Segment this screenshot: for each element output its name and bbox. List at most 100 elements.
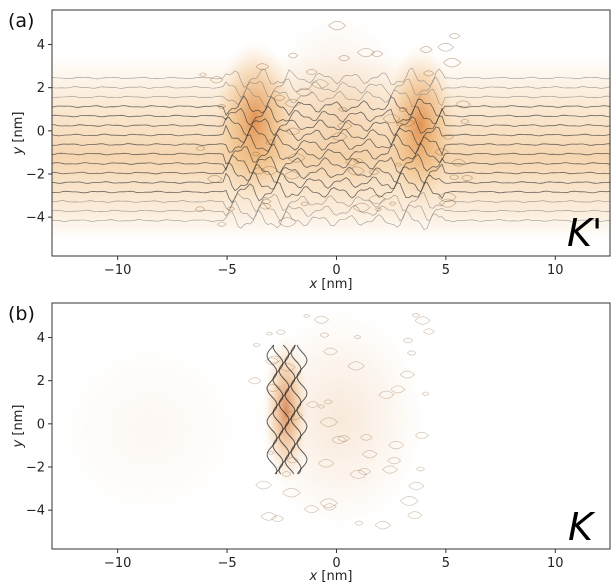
panel-b-swirl — [423, 328, 435, 335]
panel-b-ytick-label: 4 — [37, 331, 45, 346]
panel-b-swirl — [317, 404, 326, 409]
panel-a-valley-label: K' — [567, 211, 602, 255]
panel-a-streamline — [52, 200, 610, 222]
panel-b-xtick-label: 5 — [442, 556, 450, 571]
panel-a-swirl — [451, 158, 466, 167]
panel-a-xtick-label: −10 — [104, 263, 131, 278]
panel-b-streamlines — [248, 313, 435, 530]
panel-a-streamline — [52, 181, 610, 204]
panel-a-swirl — [368, 169, 380, 175]
panel-a-streamline — [52, 192, 610, 213]
panel-a-swirl — [382, 113, 401, 124]
panel-b-swirl — [284, 410, 304, 421]
panel-b-filament — [266, 344, 278, 475]
panel-a-swirl — [251, 151, 261, 157]
panel-b-swirl — [319, 332, 330, 338]
panel-a-swirl — [287, 52, 299, 59]
panel-a-swirl — [449, 174, 460, 180]
panel-a-streamline — [52, 142, 610, 165]
panel-a-swirl — [419, 46, 433, 53]
panel-a-swirl — [217, 104, 227, 109]
panel-a-swirl — [442, 57, 462, 68]
panel-b-swirl — [407, 511, 423, 520]
panel-b-swirl — [347, 361, 365, 371]
panel-a-swirl — [287, 153, 306, 163]
panel-b-swirl — [323, 399, 333, 405]
panel-a-swirl — [434, 148, 449, 156]
panel-b-ytick-label: −4 — [26, 504, 45, 519]
panel-b-swirl — [421, 391, 430, 396]
panel-b-ylabel: y [nm] — [11, 405, 26, 449]
panel-b-xtick-label: −5 — [217, 556, 236, 571]
panel-a-ytick-label: 0 — [37, 124, 45, 139]
panel-b-swirl — [271, 515, 284, 522]
panel-a-swirl — [338, 106, 348, 112]
panel-a-swirl — [273, 94, 286, 102]
panel-b-glow — [255, 310, 425, 530]
panel-b-xtick-label: 0 — [332, 556, 340, 571]
panel-b-swirl — [402, 337, 414, 344]
panel-b-swirl — [265, 357, 280, 365]
panel-b-swirl — [407, 350, 417, 356]
panel-b-swirl — [281, 471, 292, 477]
panel-b-swirl — [399, 370, 415, 379]
panel-a-streamline — [52, 67, 610, 88]
panel-a-ylabel: y [nm] — [11, 112, 26, 156]
panel-b-swirl — [337, 435, 351, 442]
panel-b-swirl — [314, 315, 330, 324]
panel-a-swirl — [455, 100, 471, 109]
panel-b-frame — [51, 302, 611, 550]
panel-a-streamline — [52, 76, 610, 99]
panel-a-swirl — [461, 174, 474, 182]
panel-b-xlabel: x [nm] — [309, 569, 353, 584]
panel-a-ticks: −10 −5 0 5 10 −4 −2 0 2 4 — [26, 38, 564, 278]
panel-b: −10 −5 0 5 10 −4 −2 0 2 4 (b) K x [nm] y [nm] — [8, 302, 611, 584]
panel-b-filament — [296, 344, 308, 475]
panel-b-swirl — [252, 342, 261, 347]
panel-a-xtick-label: 0 — [332, 263, 340, 278]
panel-a-swirl — [338, 55, 351, 62]
panel-b-swirl — [387, 457, 402, 465]
panel-b-swirl — [306, 401, 320, 408]
panel-a-swirl — [389, 201, 397, 206]
panel-a-swirl — [337, 122, 353, 130]
panel-a-streamline — [52, 87, 610, 108]
panel-a-swirl — [439, 198, 457, 208]
panel-b-swirl — [415, 431, 429, 440]
panel-a-swirl — [328, 21, 346, 31]
panel-a-streamline — [52, 95, 610, 117]
panel-a-streamline — [52, 209, 610, 230]
panel-b-ytick-label: 2 — [37, 374, 45, 389]
panel-a-xtick-label: 5 — [442, 263, 450, 278]
panel-a-swirl — [259, 203, 272, 210]
panel-a-center-glow — [268, 15, 408, 205]
panel-a-xtick-label: 10 — [547, 263, 564, 278]
panel-a-swirl — [438, 192, 457, 203]
panel-b-swirl — [255, 480, 272, 490]
panel-a-swirl — [264, 139, 276, 146]
panel-b-swirl — [323, 503, 337, 511]
panel-a-swirl — [252, 167, 266, 175]
panel-b-faint-left — [55, 340, 245, 520]
panel-b-swirl — [266, 355, 282, 364]
panel-a-swirl — [261, 198, 272, 204]
panel-a-ytick-label: −4 — [26, 211, 45, 226]
panel-b-swirl — [318, 459, 335, 468]
panel-b-swirl — [319, 498, 338, 508]
panel-b-swirl — [374, 520, 392, 530]
panel-b-ticks: −10 −5 0 5 10 −4 −2 0 2 4 — [26, 331, 564, 571]
panel-a-swirl — [353, 158, 364, 164]
panel-b-swirl — [400, 496, 419, 506]
panel-a-ytick-label: −2 — [26, 168, 45, 183]
panel-a-swirl — [460, 119, 470, 124]
panel-b-swirl — [360, 434, 373, 441]
panel-b-swirl — [319, 417, 339, 427]
panel-a-swirl — [300, 201, 309, 207]
panel-b-swirl — [248, 377, 262, 385]
panel-b-swirl — [354, 520, 364, 526]
panel-a-xtick-label: −5 — [217, 263, 236, 278]
panel-b-valley-label: K — [568, 505, 596, 549]
panel-a-heatmap — [52, 15, 610, 240]
panel-b-heatmap — [55, 310, 435, 530]
panel-b-xtick-label: −10 — [104, 556, 131, 571]
